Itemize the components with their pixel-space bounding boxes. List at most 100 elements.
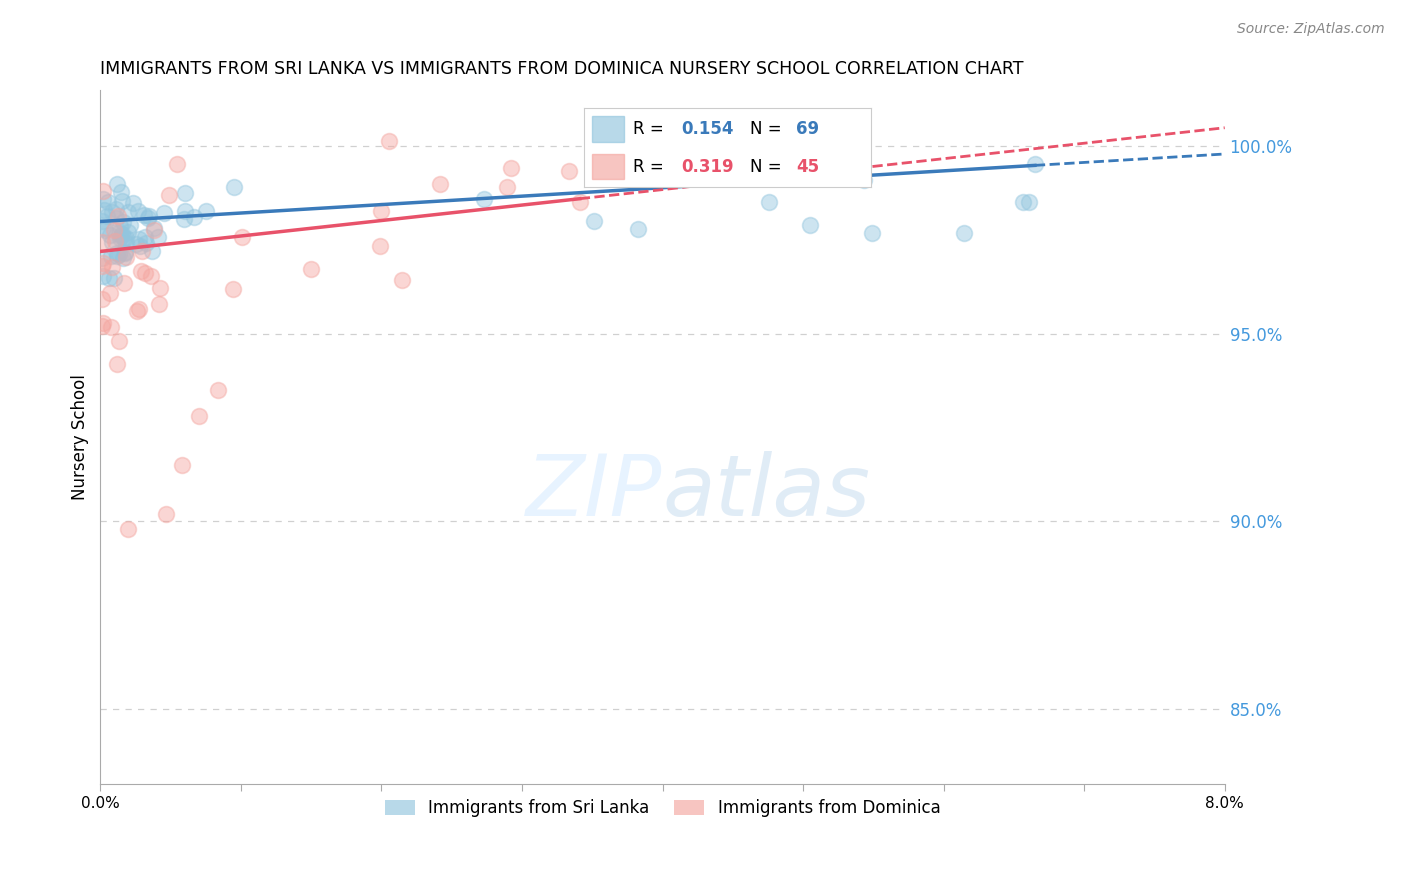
Point: [117, 225, 139, 239]
Point: [136, 211, 159, 225]
Point: [90, 292, 112, 306]
Point: [139, 269, 162, 284]
Point: [110, 194, 132, 208]
Point: [90, 235, 112, 249]
Point: [758, 194, 780, 209]
Point: [127, 304, 149, 318]
Point: [120, 218, 142, 232]
Y-axis label: Nursery School: Nursery School: [72, 374, 89, 500]
Text: ZIP: ZIP: [526, 451, 662, 534]
Point: [91, 184, 114, 198]
Point: [1024, 157, 1046, 171]
Point: [93, 316, 115, 330]
Point: [173, 212, 195, 227]
Point: [128, 301, 150, 316]
Point: [107, 334, 129, 349]
Point: [148, 281, 170, 295]
Point: [128, 231, 150, 245]
Point: [131, 244, 153, 258]
Point: [142, 221, 165, 235]
Point: [141, 244, 163, 258]
Point: [100, 235, 122, 249]
Point: [110, 228, 132, 243]
Point: [90, 260, 112, 274]
Point: [153, 206, 176, 220]
Point: [114, 244, 136, 259]
Point: [108, 226, 131, 240]
Point: [207, 383, 229, 397]
Point: [115, 236, 138, 251]
Point: [134, 229, 156, 244]
Point: [112, 231, 135, 245]
Point: [107, 209, 129, 223]
Point: [472, 193, 495, 207]
Point: [100, 320, 122, 334]
Point: [1011, 194, 1033, 209]
Point: [495, 180, 517, 194]
Point: [429, 178, 451, 192]
Point: [90, 214, 112, 228]
Point: [105, 357, 128, 371]
Text: Source: ZipAtlas.com: Source: ZipAtlas.com: [1237, 22, 1385, 37]
Point: [134, 266, 156, 280]
Point: [103, 223, 125, 237]
Point: [370, 204, 392, 219]
Point: [91, 255, 114, 269]
Point: [862, 226, 884, 240]
Point: [112, 251, 135, 265]
Point: [582, 213, 605, 227]
Point: [98, 228, 121, 243]
Point: [558, 164, 581, 178]
Point: [117, 522, 139, 536]
Point: [368, 238, 391, 252]
Point: [568, 194, 591, 209]
Point: [96, 209, 118, 223]
Point: [170, 458, 193, 472]
Point: [194, 204, 217, 219]
Point: [157, 187, 180, 202]
Point: [129, 264, 152, 278]
Point: [112, 277, 135, 291]
Point: [121, 196, 143, 211]
Point: [143, 223, 166, 237]
Point: [111, 227, 134, 242]
Point: [100, 249, 122, 263]
Point: [104, 211, 127, 226]
Point: [222, 282, 245, 296]
Point: [93, 202, 115, 217]
Point: [105, 246, 128, 260]
Point: [115, 231, 138, 245]
Point: [1018, 195, 1040, 210]
Point: [91, 268, 114, 283]
Point: [132, 208, 155, 222]
Point: [627, 222, 650, 236]
Point: [108, 247, 131, 261]
Text: IMMIGRANTS FROM SRI LANKA VS IMMIGRANTS FROM DOMINICA NURSERY SCHOOL CORRELATION: IMMIGRANTS FROM SRI LANKA VS IMMIGRANTS …: [100, 60, 1024, 78]
Point: [108, 231, 131, 245]
Point: [105, 177, 128, 191]
Point: [114, 245, 136, 260]
Point: [104, 234, 127, 248]
Point: [108, 219, 131, 233]
Point: [231, 230, 253, 244]
Point: [117, 205, 139, 219]
Point: [391, 273, 413, 287]
Point: [94, 222, 117, 236]
Point: [110, 185, 132, 199]
Point: [138, 209, 160, 223]
Point: [378, 134, 401, 148]
Point: [148, 297, 170, 311]
Point: [101, 204, 124, 219]
Point: [103, 270, 125, 285]
Point: [115, 250, 138, 264]
Point: [146, 230, 169, 244]
Point: [853, 173, 876, 187]
Point: [125, 236, 148, 251]
Point: [91, 221, 114, 235]
Point: [173, 186, 195, 200]
Point: [98, 286, 121, 301]
Point: [97, 194, 120, 209]
Point: [799, 218, 821, 232]
Point: [129, 238, 152, 252]
Point: [111, 215, 134, 229]
